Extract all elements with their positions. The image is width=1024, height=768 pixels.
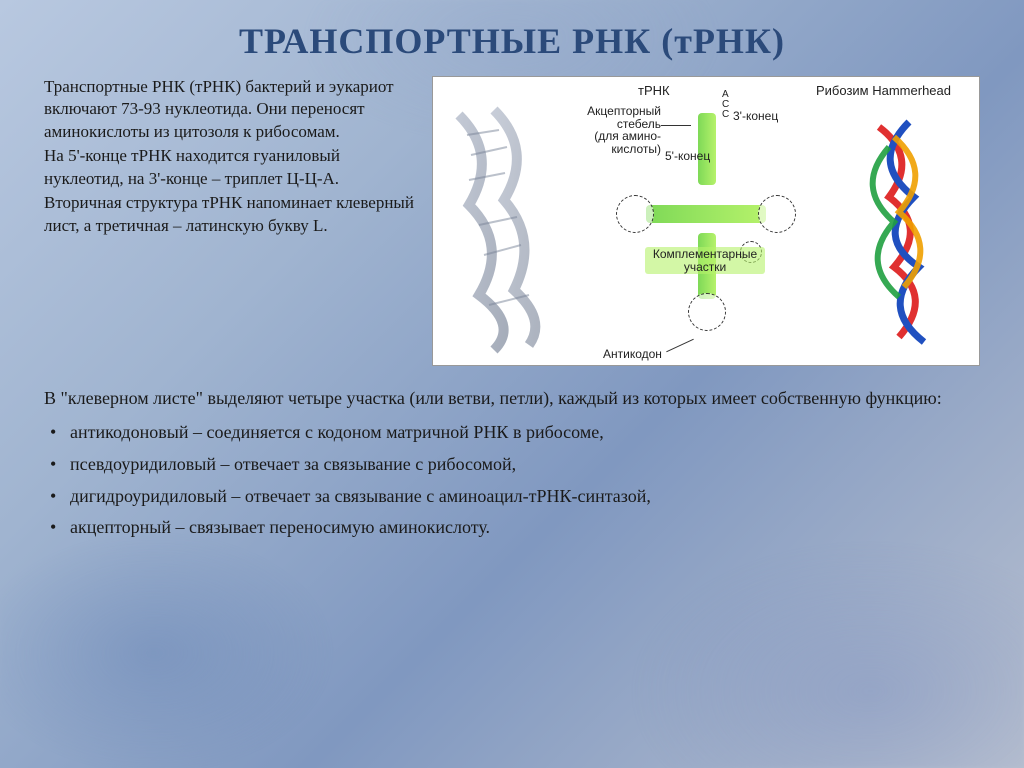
- fig-acc2: (для амино-: [563, 130, 661, 143]
- intro-p1: Транспортные РНК (тРНК) бактерий и эукар…: [44, 76, 414, 143]
- intro-p2: На 5'-конце тРНК находится гуаниловый ну…: [44, 145, 414, 190]
- function-list: антикодоновый – соединяется с кодоном ма…: [44, 419, 980, 543]
- intro-p3: Вторичная структура тРНК напоминает клев…: [44, 192, 414, 237]
- fig-label-3end: 3'-конец: [733, 109, 778, 123]
- list-item: антикодоновый – соединяется с кодоном ма…: [44, 419, 980, 447]
- page-title: ТРАНСПОРТНЫЕ РНК (тРНК): [44, 20, 980, 62]
- list-item: акцепторный – связывает переносимую амин…: [44, 514, 980, 542]
- fig-label-anticodon: Антикодон: [603, 347, 662, 361]
- helix-icon: [439, 95, 549, 355]
- fig-label-complementary: Комплементарные участки: [645, 247, 765, 274]
- body-text: В "клеверном листе" выделяют четыре учас…: [44, 384, 980, 542]
- trna-figure: тРНК Рибозим Hammerhead: [432, 76, 980, 366]
- fig-label-ribozyme: Рибозим Hammerhead: [816, 83, 951, 98]
- fig-label-acceptor: Акцепторный стебель (для амино- кислоты): [563, 105, 661, 155]
- fig-acc3: кислоты): [563, 143, 661, 156]
- fig-comp2: участки: [647, 261, 763, 274]
- fig-letter-c2: C: [722, 109, 729, 120]
- content-row: Транспортные РНК (тРНК) бактерий и эукар…: [44, 76, 980, 366]
- list-item: псевдоуридиловый – отвечает за связывани…: [44, 451, 980, 479]
- fig-comp1: Комплементарные: [647, 248, 763, 261]
- fig-label-trna: тРНК: [638, 83, 670, 98]
- intro-text: Транспортные РНК (тРНК) бактерий и эукар…: [44, 76, 414, 239]
- list-item: дигидроуридиловый – отвечает за связыван…: [44, 483, 980, 511]
- ribozyme-icon: [839, 117, 959, 347]
- fig-label-5end: 5'-конец: [665, 149, 710, 163]
- fig-acc1: Акцепторный стебель: [563, 105, 661, 130]
- body-lead: В "клеверном листе" выделяют четыре учас…: [44, 384, 980, 413]
